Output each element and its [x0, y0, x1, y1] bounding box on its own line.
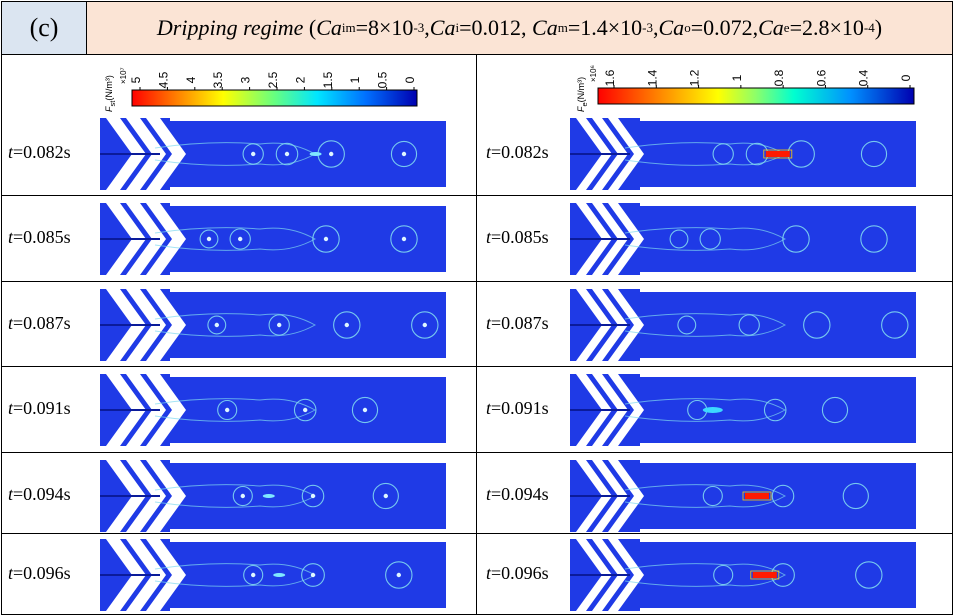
right-colorbar-label: Fe(N/m³) — [576, 76, 589, 112]
colorbar-tick-label: 1.5 — [321, 71, 335, 88]
left-field-panel — [100, 539, 450, 611]
column-divider — [476, 55, 477, 615]
left-field-panel — [100, 203, 450, 275]
time-label-left: t=0.087s — [8, 313, 71, 333]
colorbar-tick-label: 1.6 — [603, 69, 617, 86]
row-divider — [1, 366, 953, 367]
left-colorbar-label: Fst(N/m³) — [104, 75, 117, 112]
right-field-panel — [570, 289, 920, 361]
time-label-right: t=0.082s — [486, 142, 549, 162]
right-field-panel — [570, 118, 920, 190]
left-field-panel — [100, 374, 450, 446]
right-colorbar-exponent: ×10⁶ — [589, 65, 598, 82]
right-field-panel — [570, 203, 920, 275]
row-divider — [1, 452, 953, 453]
time-label-right: t=0.087s — [486, 313, 549, 333]
left-field-panel — [100, 289, 450, 361]
colorbar-tick-label: 2.5 — [266, 71, 280, 88]
panel-label: (c) — [1, 1, 87, 55]
right-colorbar: 1.6 1.4 1.2 1 0.8 0.6 0.4 0 — [597, 69, 915, 105]
colorbar-tick-label: 1.2 — [688, 69, 702, 86]
figure-grid — [1, 55, 953, 615]
colorbar-tick-label: 0.8 — [772, 69, 786, 86]
left-colorbar-gradient — [131, 89, 418, 107]
time-label-left: t=0.096s — [8, 563, 71, 583]
right-colorbar-gradient — [597, 87, 915, 105]
right-field-panel — [570, 460, 920, 532]
time-label-left: t=0.082s — [8, 142, 71, 162]
colorbar-tick-label: 0 — [403, 76, 417, 83]
colorbar-tick-label: 5 — [129, 76, 143, 83]
left-colorbar: 5 4.5 4 3.5 3 2.5 2 1.5 1 0.5 0 — [129, 71, 418, 107]
colorbar-tick-label: 0.4 — [857, 69, 871, 86]
right-field-panel — [570, 374, 920, 446]
time-label-right: t=0.091s — [486, 398, 549, 418]
row-divider — [1, 533, 953, 534]
colorbar-tick-label: 1.4 — [645, 69, 659, 86]
left-colorbar-ticks: 5 4.5 4 3.5 3 2.5 2 1.5 1 0.5 0 — [129, 71, 417, 90]
regime-name: Dripping regime — [156, 15, 304, 40]
colorbar-tick-label: 3.5 — [211, 71, 225, 88]
colorbar-tick-label: 4 — [184, 76, 198, 83]
colorbar-tick-label: 0.5 — [376, 71, 390, 88]
colorbar-tick-label: 1 — [348, 76, 362, 83]
colorbar-tick-label: 0 — [899, 74, 913, 81]
time-label-left: t=0.085s — [8, 227, 71, 247]
right-colorbar-ticks: 1.6 1.4 1.2 1 0.8 0.6 0.4 0 — [603, 69, 913, 88]
time-label-left: t=0.094s — [8, 484, 71, 504]
time-label-right: t=0.085s — [486, 227, 549, 247]
row-divider — [1, 195, 953, 196]
colorbar-tick-label: 1 — [730, 74, 744, 81]
left-field-panel — [100, 118, 450, 190]
left-colorbar-exponent: ×10⁷ — [119, 67, 128, 84]
time-label-right: t=0.096s — [486, 563, 549, 583]
colorbar-tick-label: 4.5 — [156, 71, 170, 88]
time-label-right: t=0.094s — [486, 484, 549, 504]
row-divider — [1, 281, 953, 282]
figure-title: Dripping regime (Ca im =8×10 -3, Ca i =0.012, … — [87, 1, 953, 55]
colorbar-tick-label: 2 — [293, 76, 307, 83]
left-field-panel — [100, 460, 450, 532]
colorbar-tick-label: 0.6 — [814, 69, 828, 86]
time-label-left: t=0.091s — [8, 398, 71, 418]
colorbar-tick-label: 3 — [239, 76, 253, 83]
right-field-panel — [570, 539, 920, 611]
